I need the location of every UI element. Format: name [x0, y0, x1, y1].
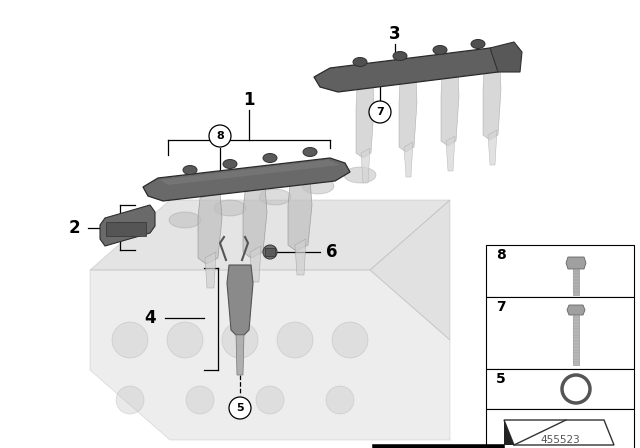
Text: 8: 8: [496, 248, 506, 262]
Ellipse shape: [183, 165, 197, 175]
Text: 1: 1: [243, 91, 255, 109]
Circle shape: [112, 322, 148, 358]
Polygon shape: [356, 83, 374, 158]
Polygon shape: [567, 305, 585, 315]
Polygon shape: [160, 160, 340, 185]
Bar: [573, 315, 579, 365]
Polygon shape: [205, 252, 216, 288]
Circle shape: [369, 101, 391, 123]
Ellipse shape: [344, 167, 376, 183]
Polygon shape: [288, 179, 312, 251]
Text: 6: 6: [326, 243, 338, 261]
Ellipse shape: [303, 147, 317, 156]
Ellipse shape: [471, 39, 485, 48]
Polygon shape: [227, 265, 253, 335]
Polygon shape: [399, 77, 417, 152]
Ellipse shape: [353, 57, 367, 66]
Circle shape: [116, 386, 144, 414]
Polygon shape: [90, 200, 450, 270]
Text: 7: 7: [496, 300, 506, 314]
Circle shape: [277, 322, 313, 358]
Circle shape: [326, 386, 354, 414]
Polygon shape: [566, 257, 586, 269]
Circle shape: [209, 125, 231, 147]
Ellipse shape: [259, 189, 291, 205]
Text: 8: 8: [216, 131, 224, 141]
Text: 455523: 455523: [540, 435, 580, 445]
Bar: [486, 245, 634, 297]
Text: 5: 5: [496, 372, 506, 386]
Text: 4: 4: [144, 309, 156, 327]
Polygon shape: [295, 239, 306, 275]
Bar: [265, 248, 275, 256]
Polygon shape: [446, 136, 455, 171]
Polygon shape: [198, 192, 222, 264]
Polygon shape: [100, 205, 155, 246]
Polygon shape: [143, 158, 350, 201]
Polygon shape: [404, 142, 413, 177]
Circle shape: [263, 245, 277, 259]
Ellipse shape: [393, 52, 407, 60]
Polygon shape: [490, 42, 522, 72]
Circle shape: [332, 322, 368, 358]
Text: 2: 2: [68, 219, 80, 237]
Ellipse shape: [433, 46, 447, 55]
Polygon shape: [504, 420, 514, 445]
Circle shape: [186, 386, 214, 414]
Circle shape: [229, 397, 251, 419]
Text: 7: 7: [376, 107, 384, 117]
Polygon shape: [370, 200, 450, 340]
Ellipse shape: [214, 200, 246, 216]
Polygon shape: [250, 246, 261, 282]
Bar: [486, 369, 634, 409]
Polygon shape: [504, 420, 614, 445]
Bar: [486, 409, 634, 448]
Polygon shape: [243, 186, 267, 258]
Ellipse shape: [302, 178, 334, 194]
Polygon shape: [90, 270, 450, 440]
Bar: [486, 297, 634, 369]
Polygon shape: [314, 48, 514, 92]
Text: 5: 5: [236, 403, 244, 413]
Ellipse shape: [263, 154, 277, 163]
Ellipse shape: [223, 159, 237, 168]
Circle shape: [167, 322, 203, 358]
Bar: [106, 222, 146, 236]
Polygon shape: [361, 148, 370, 183]
Polygon shape: [236, 335, 244, 375]
Polygon shape: [488, 130, 497, 165]
Ellipse shape: [169, 212, 201, 228]
Bar: [573, 269, 579, 295]
Polygon shape: [441, 71, 459, 146]
Text: 3: 3: [389, 25, 401, 43]
Circle shape: [256, 386, 284, 414]
Circle shape: [222, 322, 258, 358]
Polygon shape: [483, 65, 501, 140]
